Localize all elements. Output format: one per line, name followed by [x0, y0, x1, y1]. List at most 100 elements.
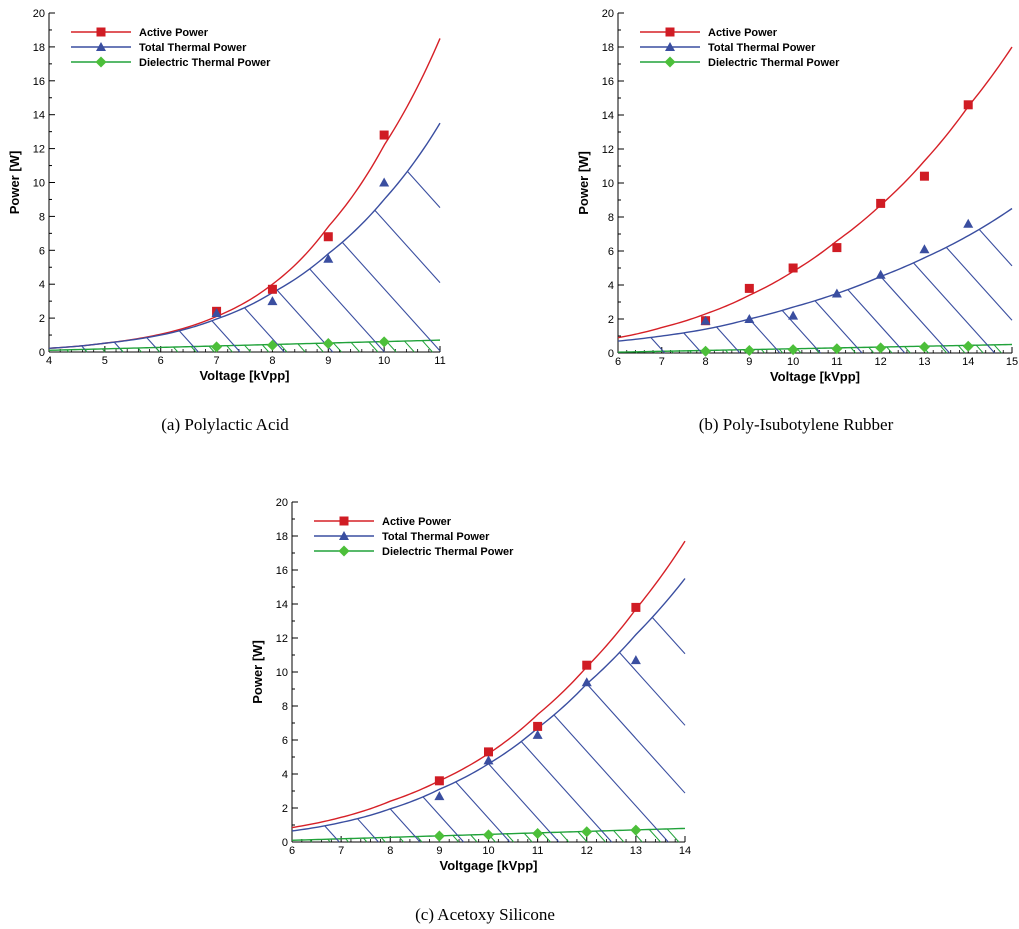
hatch-dielectric — [119, 348, 124, 353]
hatch-dielectric — [315, 343, 324, 353]
hatch-thermal — [880, 276, 950, 354]
hatch-dielectric — [309, 839, 313, 843]
fit-line-active — [617, 46, 1013, 339]
hatch-dielectric — [363, 837, 368, 843]
hatch-dielectric — [939, 345, 948, 354]
marker-active — [434, 776, 444, 786]
y-tick-label: 0 — [282, 837, 288, 849]
hatch-thermal — [651, 617, 686, 655]
x-tick-label: 6 — [158, 355, 164, 367]
hatch-dielectric — [297, 343, 306, 353]
panel-poly-isobutylene-rubber: 0 2 4 6 8 10 12 14 16 18 20 6 7 8 9 10 11 12 13 14 15 Voltage… — [576, 8, 1018, 384]
fit-line-thermal — [291, 578, 686, 832]
marker-thermal — [483, 755, 494, 765]
y-tick-label: 14 — [276, 599, 288, 611]
hatch-dielectric — [416, 836, 423, 843]
fit-line-active — [48, 38, 441, 349]
caption-b: (b) Poly-Isubotylene Rubber — [699, 415, 894, 434]
legend-marker-triangle — [339, 531, 349, 540]
hatch-dielectric — [380, 837, 386, 843]
y-tick-label: 12 — [276, 633, 288, 645]
legend-marker-diamond — [338, 545, 350, 557]
y-axis-label: Power [W] — [250, 640, 265, 704]
marker-active — [744, 283, 754, 293]
hatch-dielectric — [368, 341, 379, 353]
hatch-thermal — [357, 818, 379, 843]
hatch-thermal — [488, 763, 560, 843]
x-tick-label: 13 — [630, 845, 642, 857]
legend-marker-triangle — [665, 42, 675, 51]
marker-active — [484, 747, 493, 757]
hatch-dielectric — [261, 344, 270, 353]
marker-thermal — [963, 218, 974, 228]
x-axis-label: Voltgage [kVpp] — [440, 858, 538, 873]
x-tick-label: 7 — [338, 845, 344, 857]
hatch-dielectric — [66, 349, 70, 353]
y-tick-label: 6 — [282, 735, 288, 747]
marker-thermal — [323, 253, 334, 263]
hatch-dielectric — [404, 340, 415, 353]
y-tick-label: 14 — [602, 110, 614, 122]
y-tick-label: 10 — [33, 178, 45, 190]
y-tick-label: 12 — [33, 144, 45, 156]
y-tick-label: 16 — [276, 565, 288, 577]
legend-label: Dielectric Thermal Power — [139, 57, 271, 69]
legend-marker-square — [96, 27, 106, 37]
hatch-dielectric — [975, 344, 984, 354]
marker-thermal — [700, 315, 711, 325]
hatch-dielectric — [850, 347, 857, 354]
legend-label: Dielectric Thermal Power — [708, 57, 840, 69]
caption-c: (c) Acetoxy Silicone — [415, 905, 555, 924]
x-tick-label: 12 — [875, 356, 887, 368]
hatch-dielectric — [904, 346, 911, 354]
hatch-dielectric — [671, 350, 674, 354]
marker-active — [582, 660, 592, 670]
legend-label: Dielectric Thermal Power — [382, 546, 514, 558]
marker-dielectric — [532, 828, 544, 839]
x-tick-label: 15 — [1006, 356, 1018, 368]
legend-label: Active Power — [139, 27, 209, 39]
hatch-thermal — [650, 337, 666, 354]
y-tick-label: 20 — [602, 8, 614, 20]
marker-thermal — [434, 791, 445, 801]
hatch-dielectric — [101, 348, 106, 353]
marker-thermal — [744, 314, 755, 323]
hatch-dielectric — [173, 346, 179, 353]
y-tick-label: 2 — [39, 313, 45, 325]
hatch-thermal — [814, 300, 863, 354]
hatch-dielectric — [886, 346, 893, 354]
hatch-thermal — [244, 307, 285, 353]
y-axis-label: Power [W] — [7, 151, 22, 215]
x-tick-label: 9 — [436, 845, 442, 857]
hatch-dielectric — [345, 838, 349, 843]
y-tick-label: 4 — [608, 280, 614, 292]
hatch-dielectric — [137, 347, 142, 353]
x-tick-label: 5 — [102, 355, 108, 367]
hatch-dielectric — [421, 340, 433, 353]
legend-label: Active Power — [382, 516, 452, 528]
x-axis-label: Voltage [kVpp] — [199, 368, 289, 383]
x-axis-label: Voltage [kVpp] — [770, 369, 860, 384]
hatch-dielectric — [778, 348, 784, 354]
hatch-thermal — [374, 209, 441, 283]
x-tick-label: 14 — [679, 845, 691, 857]
marker-dielectric — [630, 824, 642, 836]
x-tick-label: 6 — [289, 845, 295, 857]
marker-dielectric — [918, 341, 930, 353]
legend-label: Total Thermal Power — [382, 531, 490, 543]
y-tick-label: 10 — [602, 178, 614, 190]
y-tick-label: 10 — [276, 667, 288, 679]
x-tick-label: 10 — [482, 845, 494, 857]
marker-active — [963, 100, 973, 110]
legend-marker-square — [665, 27, 675, 37]
hatch-thermal — [748, 318, 781, 354]
hatch-thermal — [978, 229, 1013, 267]
x-tick-label: 6 — [615, 356, 621, 368]
legend-marker-diamond — [664, 56, 676, 68]
hatch-thermal — [324, 825, 340, 843]
marker-dielectric — [743, 344, 755, 356]
y-tick-label: 4 — [282, 769, 288, 781]
marker-active — [919, 171, 929, 181]
hatch-dielectric — [350, 342, 361, 353]
y-tick-label: 6 — [39, 245, 45, 257]
